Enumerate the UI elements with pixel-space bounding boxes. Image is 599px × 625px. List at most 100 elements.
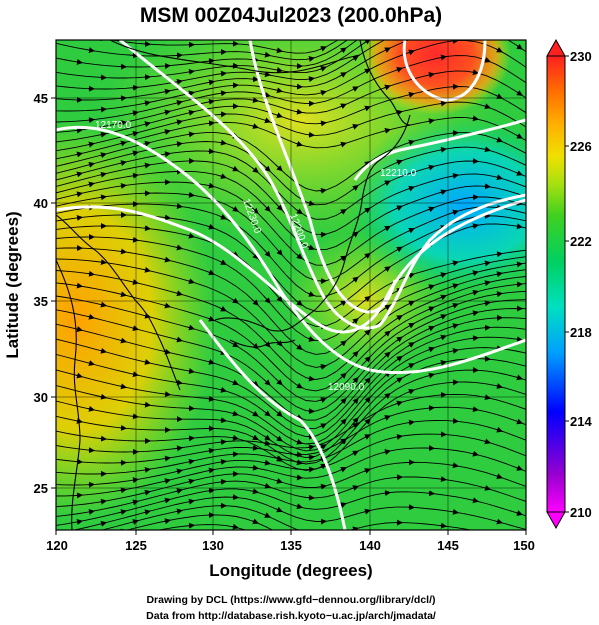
flow-arrow — [187, 368, 195, 374]
flow-arrow — [99, 301, 107, 308]
y-axis-label: Latitude (degrees) — [3, 211, 22, 358]
flow-arrow — [339, 418, 347, 427]
flow-arrow — [407, 139, 415, 146]
flow-arrow — [263, 71, 271, 78]
flow-arrow — [439, 146, 447, 153]
y-tick-label: 35 — [34, 294, 48, 309]
flow-arrow — [383, 351, 391, 358]
flow-arrow — [131, 130, 139, 137]
flow-arrow — [471, 497, 479, 504]
colorbar-tick: 222 — [570, 234, 592, 249]
flow-arrow — [187, 68, 195, 75]
flow-arrow — [251, 444, 259, 451]
flow-arrow — [439, 54, 447, 61]
flow-arrow — [251, 380, 259, 387]
flow-arrow — [175, 290, 183, 297]
hot-region-northeast — [361, 40, 511, 115]
flow-arrow — [75, 282, 83, 289]
flow-arrow — [119, 248, 127, 255]
flow-arrow — [275, 455, 283, 462]
flow-arrow — [319, 483, 327, 490]
flow-arrow — [100, 40, 107, 42]
flow-arrow — [363, 508, 371, 515]
flow-arrow — [131, 477, 139, 484]
flow-arrow — [263, 379, 271, 386]
flow-arrow — [383, 304, 391, 311]
flow-arrow — [219, 386, 227, 393]
flow-arrow — [395, 400, 403, 407]
x-tick-label: 145 — [437, 538, 459, 553]
colorbar-tick: 230 — [570, 49, 592, 64]
flow-arrow — [439, 360, 447, 366]
flow-arrow — [163, 214, 171, 221]
flow-arrow — [439, 189, 447, 196]
flow-arrow — [251, 464, 259, 471]
flow-arrow — [163, 109, 171, 116]
flow-arrow — [75, 518, 83, 525]
flow-arrow — [75, 191, 83, 198]
flow-arrow — [451, 417, 459, 424]
flow-arrow — [407, 91, 415, 98]
flow-arrow — [131, 413, 139, 420]
flow-arrow — [275, 87, 283, 94]
flow-arrow — [472, 545, 478, 546]
flow-arrow — [471, 450, 479, 457]
flow-arrow — [339, 340, 347, 347]
flow-arrow — [319, 187, 327, 194]
flow-arrow — [144, 529, 151, 530]
x-axis: 120 125 130 135 140 145 150 Longitude (d… — [46, 530, 535, 580]
flow-arrow — [187, 478, 195, 485]
flow-arrow — [515, 261, 523, 268]
flow-arrow — [219, 70, 227, 77]
flow-arrow — [264, 551, 270, 555]
flow-arrow — [407, 227, 415, 234]
map-title: MSM 00Z04Jul2023 (200.0hPa) — [140, 4, 442, 27]
flow-arrow — [99, 498, 107, 505]
flow-arrow — [319, 66, 327, 72]
flow-arrow — [364, 556, 370, 557]
flow-arrow — [483, 438, 491, 445]
flow-arrow — [295, 438, 303, 445]
flow-arrow — [119, 509, 127, 516]
flow-arrow — [275, 164, 283, 172]
flow-arrow — [263, 204, 271, 213]
flow-arrow — [515, 43, 523, 50]
colorbar-tick: 218 — [570, 325, 592, 340]
flow-arrow — [515, 465, 523, 471]
y-tick-label: 40 — [34, 196, 48, 211]
flow-arrow — [383, 266, 391, 273]
flow-arrow — [251, 342, 259, 350]
flow-arrow — [319, 231, 327, 238]
flow-arrow — [471, 289, 479, 296]
flow-arrow — [187, 109, 195, 116]
flow-arrow — [483, 183, 491, 190]
flow-arrow — [87, 47, 95, 54]
flow-arrow — [451, 209, 459, 216]
flow-arrow — [143, 162, 151, 169]
flow-arrow — [319, 89, 327, 96]
flow-arrow — [439, 314, 447, 320]
flow-arrow — [339, 467, 347, 473]
flow-arrow — [495, 174, 503, 181]
flow-arrow — [163, 129, 171, 135]
flow-arrow — [143, 225, 151, 232]
flow-arrow — [339, 72, 347, 78]
flow-arrow — [143, 121, 151, 128]
flow-arrow — [295, 344, 303, 350]
flow-arrow — [515, 418, 523, 425]
colorbar-scale — [546, 55, 566, 513]
flow-arrow — [484, 573, 490, 574]
flow-arrow — [275, 67, 283, 73]
flow-arrow — [483, 103, 491, 110]
flow-arrow — [119, 337, 127, 344]
flow-arrow — [339, 438, 347, 445]
flow-arrow — [351, 397, 359, 406]
flow-arrow — [339, 209, 347, 215]
flow-arrow — [263, 117, 271, 124]
flow-arrow — [363, 418, 371, 426]
flow-arrow — [515, 223, 523, 230]
flow-arrow — [319, 46, 327, 52]
flow-arrow — [251, 207, 259, 214]
flow-arrow — [439, 522, 447, 529]
